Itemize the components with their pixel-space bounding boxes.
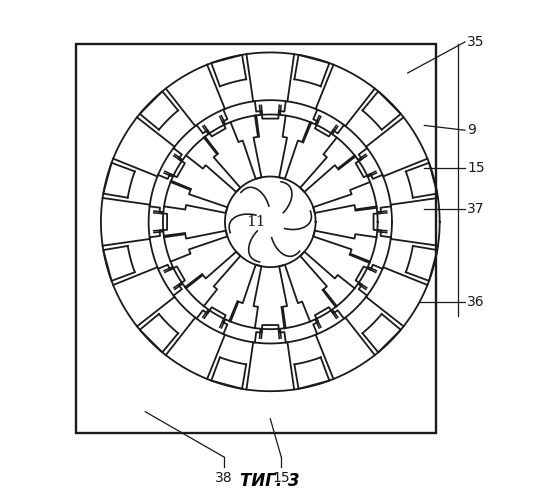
- Text: 36: 36: [467, 295, 485, 309]
- Text: 15: 15: [273, 472, 290, 486]
- Text: 15: 15: [467, 161, 485, 175]
- Text: 9: 9: [467, 123, 476, 137]
- Bar: [76, 44, 436, 433]
- Text: 37: 37: [467, 202, 485, 216]
- Text: 11: 11: [246, 215, 266, 229]
- Text: 38: 38: [215, 472, 233, 486]
- Text: ΤИГ. 3: ΤИГ. 3: [241, 472, 300, 490]
- Text: 35: 35: [467, 35, 485, 49]
